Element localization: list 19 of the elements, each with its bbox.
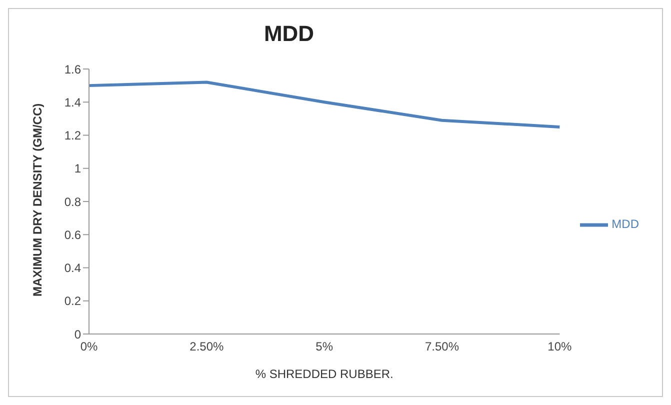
line-series xyxy=(88,80,562,128)
legend-label: MDD xyxy=(612,216,639,231)
y-tick-label: 1.2 xyxy=(64,128,82,143)
x-tick-label: 0% xyxy=(80,340,98,354)
y-tick-label: 0.2 xyxy=(64,294,82,308)
y-tick-label: 0.4 xyxy=(64,261,82,276)
chart-title: MDD xyxy=(262,21,316,47)
x-tick-label: 2.50% xyxy=(190,340,224,354)
x-axis-title: % SHREDDED RUBBER. xyxy=(255,367,394,381)
y-tick-label: 1 xyxy=(74,162,82,176)
y-tick-label: 0.8 xyxy=(64,194,82,209)
y-tick-label: 1.4 xyxy=(64,95,82,110)
x-tick-label: 5% xyxy=(316,340,334,354)
y-axis-title: MAXIMUM DRY DENSITY (GM/CC) xyxy=(30,103,44,296)
y-tick-label: 0.6 xyxy=(64,228,82,242)
y-tick-label: 0 xyxy=(74,327,82,342)
x-tick-label: 10% xyxy=(548,340,572,354)
x-tick-label: 7.50% xyxy=(424,340,460,354)
y-tick-label: 1.6 xyxy=(64,62,82,76)
